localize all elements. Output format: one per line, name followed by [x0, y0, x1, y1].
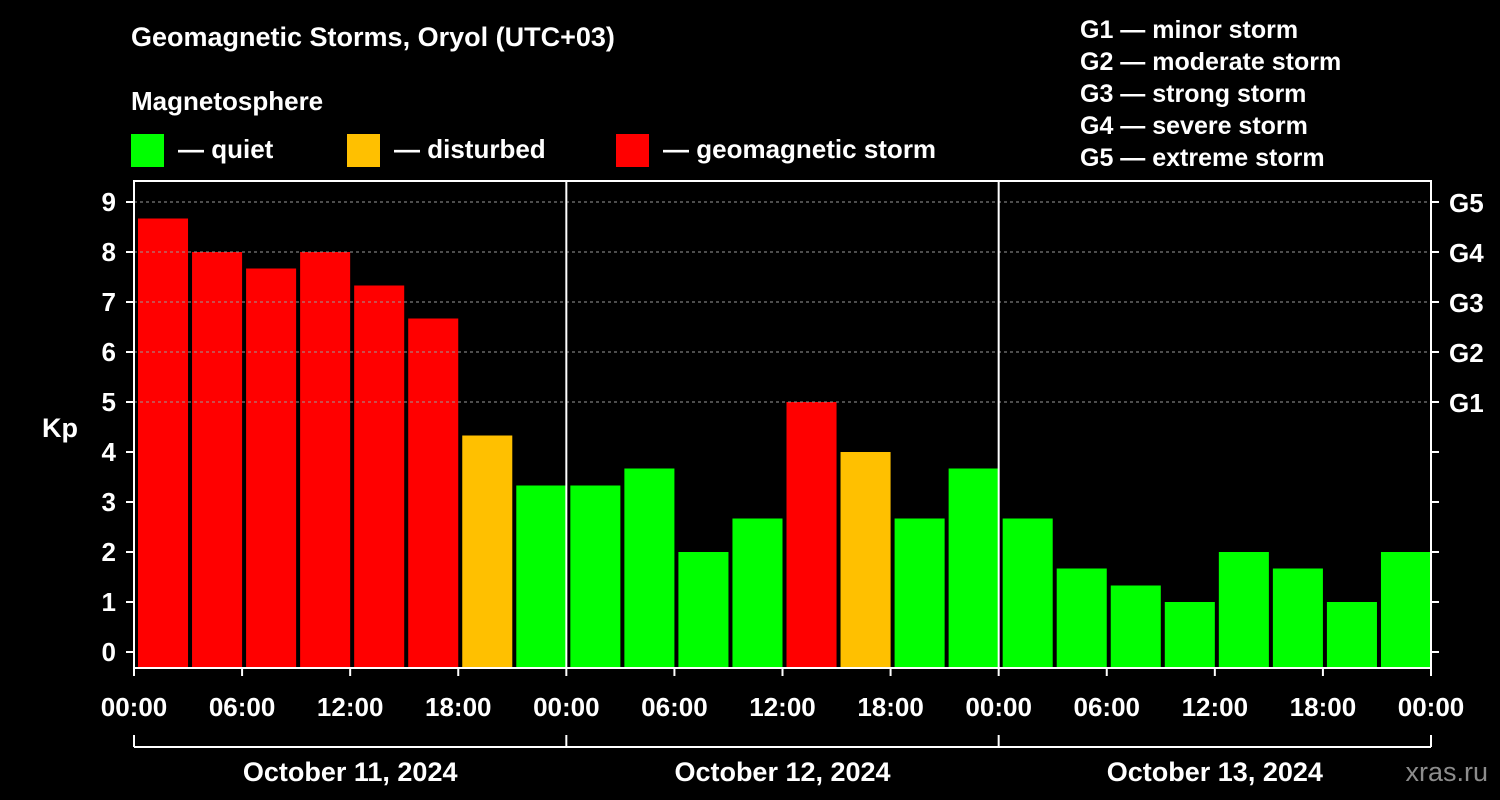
legend-swatch-quiet — [131, 134, 164, 167]
legend-swatch-disturbed — [347, 134, 380, 167]
legend-label-storm: — geomagnetic storm — [663, 134, 937, 164]
bar-23 — [1380, 552, 1431, 668]
bar-19 — [1164, 602, 1215, 668]
y-tick-label-7: 7 — [102, 287, 116, 317]
g-level-legend: G1 — minor storm G2 — moderate storm G3 … — [1080, 14, 1341, 174]
y-tick-label-0: 0 — [102, 637, 116, 667]
x-tick-label-7: 18:00 — [857, 692, 924, 722]
y-tick-label-1: 1 — [102, 587, 116, 617]
right-tick-label-G1: G1 — [1449, 388, 1484, 418]
day-label-2: October 13, 2024 — [1107, 757, 1323, 787]
chart-title: Geomagnetic Storms, Oryol (UTC+03) — [131, 22, 615, 52]
right-tick-label-G2: G2 — [1449, 338, 1484, 368]
y-tick-label-3: 3 — [102, 487, 116, 517]
bar-0 — [138, 218, 189, 668]
x-tick-label-2: 12:00 — [317, 692, 384, 722]
y-tick-label-6: 6 — [102, 337, 116, 367]
g-level-g2: G2 — moderate storm — [1080, 48, 1342, 76]
x-tick-label-3: 18:00 — [425, 692, 492, 722]
bar-1 — [192, 252, 243, 668]
day-label-1: October 12, 2024 — [674, 757, 890, 787]
y-tick-label-2: 2 — [102, 537, 116, 567]
x-tick-label-6: 12:00 — [749, 692, 816, 722]
legend-label-disturbed: — disturbed — [394, 134, 546, 164]
x-tick-label-9: 06:00 — [1074, 692, 1141, 722]
bar-15 — [948, 468, 999, 668]
legend-swatch-storm — [616, 134, 649, 167]
bar-2 — [246, 268, 297, 668]
bar-5 — [408, 318, 459, 668]
g-level-g3: G3 — strong storm — [1080, 80, 1307, 108]
bar-13 — [840, 452, 891, 668]
bar-14 — [894, 518, 945, 668]
right-tick-label-G3: G3 — [1449, 288, 1484, 318]
watermark: xras.ru — [1405, 757, 1488, 787]
bar-9 — [624, 468, 675, 668]
bar-17 — [1056, 568, 1107, 668]
x-tick-label-0: 00:00 — [101, 692, 168, 722]
bar-21 — [1272, 568, 1323, 668]
bar-20 — [1218, 552, 1269, 668]
x-tick-label-12: 00:00 — [1398, 692, 1465, 722]
x-tick-label-10: 12:00 — [1182, 692, 1249, 722]
bar-3 — [300, 252, 351, 668]
day-label-0: October 11, 2024 — [243, 757, 458, 787]
g-level-g4: G4 — severe storm — [1080, 112, 1308, 140]
bar-11 — [732, 518, 783, 668]
right-tick-label-G5: G5 — [1449, 188, 1484, 218]
right-tick-label-G4: G4 — [1449, 238, 1484, 268]
bar-7 — [516, 485, 567, 668]
legend-label-quiet: — quiet — [178, 134, 274, 164]
bar-6 — [462, 435, 513, 668]
g-level-g5: G5 — extreme storm — [1080, 144, 1325, 172]
bar-16 — [1002, 518, 1053, 668]
bar-4 — [354, 285, 405, 668]
x-tick-label-8: 00:00 — [965, 692, 1032, 722]
y-tick-label-4: 4 — [102, 437, 117, 467]
chart-subtitle: Magnetosphere — [131, 86, 324, 116]
bar-22 — [1326, 602, 1377, 668]
y-tick-label-8: 8 — [102, 237, 116, 267]
bar-12 — [786, 402, 837, 668]
y-tick-label-9: 9 — [102, 187, 116, 217]
y-axis-label: Kp — [42, 413, 78, 443]
bar-10 — [678, 552, 729, 668]
x-tick-label-1: 06:00 — [209, 692, 276, 722]
y-tick-label-5: 5 — [102, 387, 116, 417]
x-tick-label-4: 00:00 — [533, 692, 600, 722]
bar-18 — [1110, 585, 1161, 668]
g-level-g1: G1 — minor storm — [1080, 16, 1299, 44]
bar-8 — [570, 485, 621, 668]
x-tick-label-11: 18:00 — [1290, 692, 1357, 722]
x-tick-label-5: 06:00 — [641, 692, 708, 722]
